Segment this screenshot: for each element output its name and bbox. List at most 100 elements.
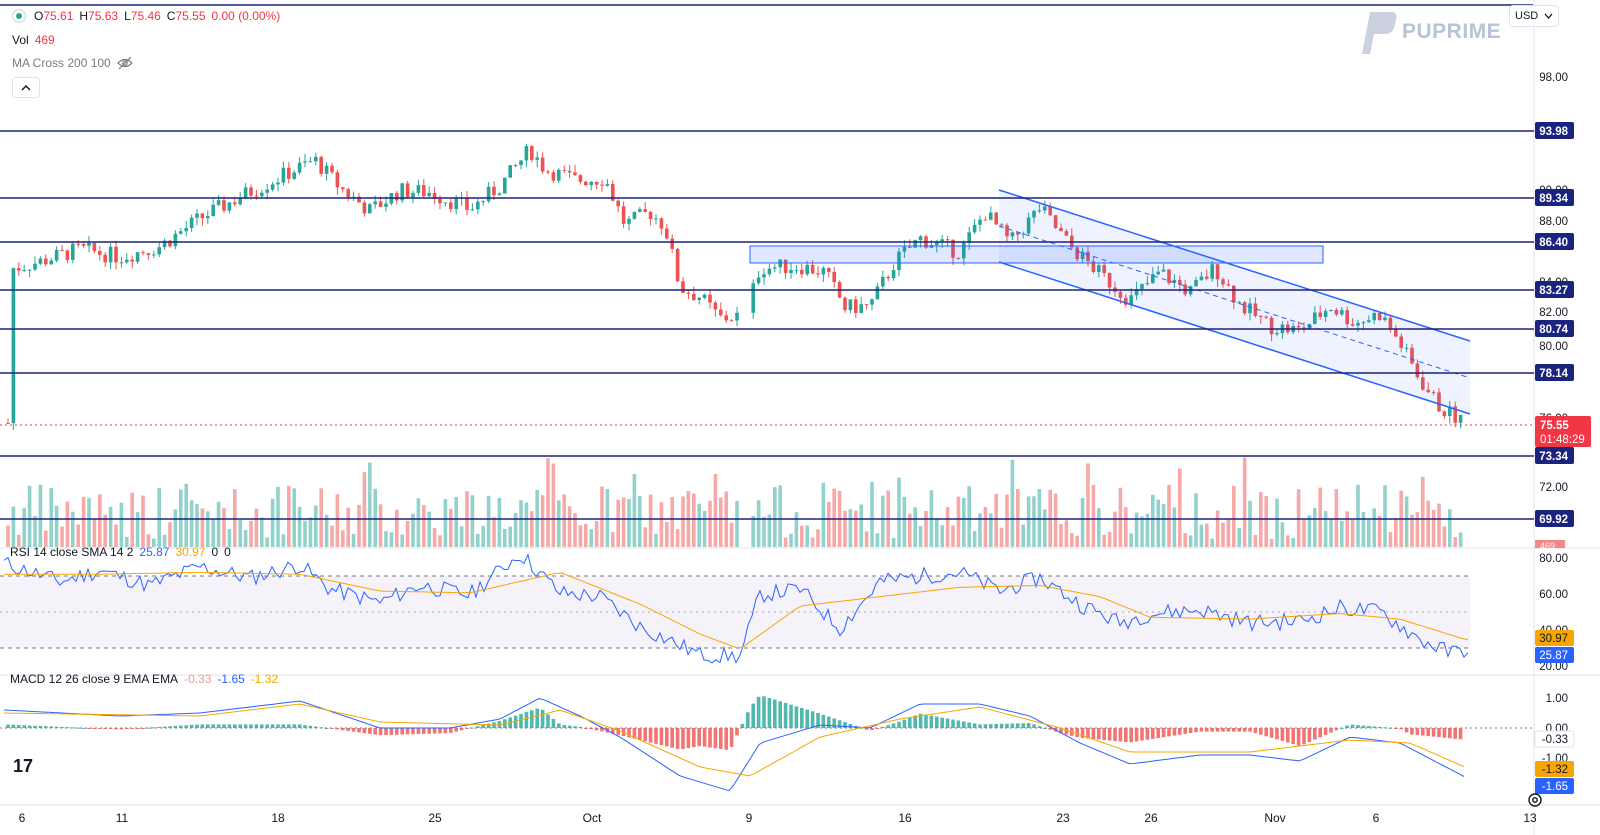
macd-hist-bar <box>395 728 399 735</box>
macd-hist-bar <box>875 728 880 729</box>
candle-body <box>206 216 210 219</box>
volume-bar <box>486 495 491 547</box>
candle-body <box>395 193 399 201</box>
candle-body <box>168 240 172 247</box>
macd-hist-bar <box>1102 728 1106 741</box>
candle-body <box>1426 389 1430 393</box>
volume-bar <box>1448 509 1452 547</box>
candle-body <box>1005 225 1009 237</box>
volume-bar <box>540 495 545 547</box>
volume-bar <box>1415 512 1420 547</box>
candle-body <box>702 294 707 298</box>
macd-hist-bar <box>886 725 890 728</box>
candle-body <box>999 224 1004 226</box>
macd-hist-bar <box>1016 723 1020 728</box>
volume-bar <box>805 525 809 547</box>
macd-hist-bar <box>1388 727 1393 729</box>
volume-bar <box>324 514 329 547</box>
macd-hist-bar <box>1442 728 1447 738</box>
volume-bar <box>994 493 998 547</box>
candle-body <box>827 268 831 272</box>
candle-body <box>1318 312 1322 317</box>
macd-hist-bar <box>881 726 885 728</box>
macd-hist-bar <box>1075 728 1079 738</box>
collapse-legend-button[interactable] <box>12 77 40 98</box>
candle-body <box>843 297 847 311</box>
volume-bar <box>627 499 631 547</box>
volume-bar <box>54 505 59 547</box>
macd-legend[interactable]: MACD 12 26 close 9 EMA EMA -0.33 -1.65 -1.3… <box>10 672 278 686</box>
volume-bar <box>848 509 853 547</box>
gear-icon[interactable] <box>1526 791 1544 809</box>
candle-body <box>200 213 205 219</box>
volume-bar <box>1291 537 1295 547</box>
macd-hist-bar <box>243 724 248 728</box>
candle-body <box>1334 310 1339 315</box>
macd-tick-label: 1.00 <box>1546 693 1568 705</box>
macd-hist-bar <box>1043 727 1047 729</box>
candle-body <box>1356 322 1360 326</box>
macd-hist-bar <box>319 727 323 729</box>
candle-body <box>71 243 75 261</box>
macd-hist-bar <box>6 724 10 728</box>
volume-bar <box>335 494 340 547</box>
volume-bar <box>1377 515 1382 547</box>
ma-cross-legend[interactable]: MA Cross 200 100 <box>12 56 133 70</box>
macd-hist-bar <box>1059 728 1063 734</box>
time-tick-label: 23 <box>1056 811 1070 825</box>
candle-body <box>1080 251 1085 260</box>
candle-body <box>476 201 480 210</box>
candle-body <box>724 315 728 321</box>
macd-hist-bar <box>816 712 820 728</box>
candle-body <box>805 264 809 275</box>
candle-body <box>1167 269 1171 283</box>
candle-body <box>1431 392 1436 394</box>
tradingview-logo-icon[interactable]: 17 <box>13 756 34 776</box>
volume-bar <box>119 502 124 547</box>
macd-hist-bar <box>22 725 26 728</box>
volume-bar <box>756 500 761 547</box>
macd-hist-bar <box>157 726 161 728</box>
macd-hist-bar <box>1453 728 1457 739</box>
candle-body <box>141 252 145 254</box>
candle-body <box>1313 312 1317 324</box>
volume-bar <box>1183 532 1187 547</box>
volume-bar <box>1107 531 1112 547</box>
macd-hist-bar <box>1286 728 1290 743</box>
macd-hist-bar <box>49 726 53 728</box>
candle-body <box>621 206 626 224</box>
macd-hist-bar <box>665 728 669 747</box>
volume-bar <box>1453 537 1457 547</box>
macd-hist-bar <box>864 728 869 730</box>
volume-legend[interactable]: Vol 469 <box>12 33 55 47</box>
candle-body <box>254 195 259 197</box>
candle-body <box>497 193 502 196</box>
candle-body <box>627 218 631 224</box>
rsi-legend[interactable]: RSI 14 close SMA 14 2 25.87 30.97 0 0 <box>10 545 231 559</box>
macd-hist-bar <box>632 728 637 739</box>
candle-body <box>584 181 588 186</box>
candle-body <box>119 262 124 264</box>
macd-hist-bar <box>60 726 64 728</box>
macd-hist-bar <box>1151 728 1155 739</box>
eye-slash-icon[interactable] <box>116 56 133 70</box>
macd-hist-bar <box>114 728 118 730</box>
currency-select[interactable]: USD <box>1509 5 1559 27</box>
volume-bar <box>384 531 388 547</box>
macd-hist-bar <box>546 714 550 728</box>
volume-bar <box>130 492 134 547</box>
candle-body <box>1377 313 1382 321</box>
macd-hist-bar <box>17 725 21 728</box>
candle-body <box>654 218 658 220</box>
candle-body <box>1329 310 1333 312</box>
volume-bar <box>729 522 734 547</box>
candle-body <box>378 201 383 207</box>
macd-hist-bar <box>740 723 745 728</box>
volume-bar <box>362 472 367 547</box>
candle-body <box>222 200 226 211</box>
volume-bar <box>1064 520 1069 547</box>
candle-body <box>891 270 896 279</box>
macd-hist-bar <box>681 728 685 750</box>
macd-hist-bar <box>11 724 16 728</box>
